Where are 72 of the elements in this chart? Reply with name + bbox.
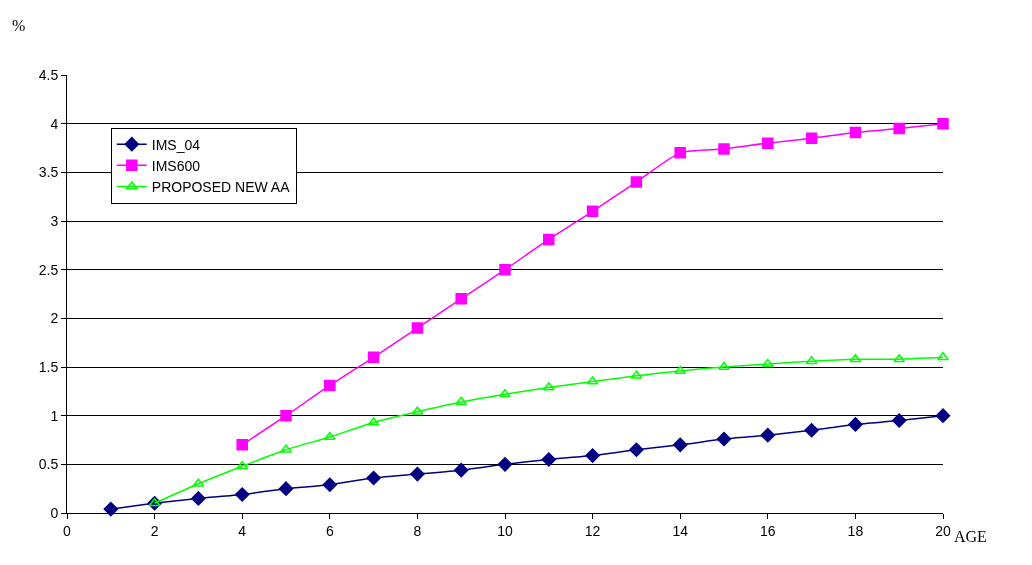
- point: [191, 491, 206, 506]
- x-tick-label: 10: [497, 522, 513, 539]
- point: [455, 396, 468, 406]
- point: [366, 470, 381, 486]
- point: [499, 389, 511, 398]
- y-tick-label: 0: [50, 504, 59, 521]
- point: [761, 358, 774, 368]
- point: [280, 409, 292, 422]
- point: [630, 176, 643, 188]
- point: [278, 481, 294, 496]
- x-tick-label: 16: [760, 522, 776, 539]
- point: [541, 452, 557, 467]
- y-tick-label: 3.5: [38, 164, 59, 181]
- point: [672, 437, 688, 453]
- point: [935, 408, 951, 423]
- point: [937, 352, 949, 361]
- point: [718, 361, 730, 370]
- point: [893, 353, 906, 363]
- point: [891, 413, 907, 428]
- point: [585, 448, 600, 463]
- x-tick-label: 8: [413, 522, 422, 539]
- point: [893, 122, 905, 135]
- y-tick-label: 2.5: [38, 261, 59, 278]
- point: [410, 466, 425, 482]
- point: [455, 293, 467, 305]
- point: [760, 427, 776, 443]
- x-tick-label: 2: [150, 522, 159, 539]
- point: [499, 263, 511, 276]
- point: [804, 423, 819, 438]
- y-tick-label: 0.5: [38, 456, 59, 473]
- point: [497, 457, 513, 472]
- point: [586, 205, 599, 218]
- x-tick-label: 14: [672, 522, 689, 539]
- point: [236, 439, 248, 451]
- point: [411, 322, 424, 334]
- y-tick-label: 1.5: [38, 358, 59, 375]
- x-tick-label: 12: [584, 522, 601, 539]
- x-tick-label: 6: [325, 522, 334, 539]
- point: [718, 143, 730, 155]
- y-axis-title: %: [12, 17, 26, 34]
- point: [849, 353, 862, 363]
- point: [762, 137, 774, 149]
- x-tick-label: 4: [238, 522, 247, 539]
- x-tick-label: 0: [63, 522, 72, 539]
- x-tick-label: 18: [847, 522, 864, 539]
- y-tick-label: 4: [50, 115, 59, 132]
- point: [805, 355, 818, 365]
- point: [234, 487, 250, 502]
- point: [324, 379, 336, 392]
- point: [674, 147, 686, 159]
- point: [367, 351, 380, 364]
- point: [937, 117, 949, 130]
- point: [103, 501, 119, 517]
- point: [716, 431, 732, 447]
- point: [805, 132, 818, 145]
- y-tick-label: 3: [50, 212, 59, 229]
- y-tick-label: 1: [50, 407, 59, 424]
- point: [629, 442, 644, 457]
- legend-label: IMS_04: [151, 136, 201, 153]
- legend-label: PROPOSED NEW AA: [151, 179, 291, 196]
- x-axis-title: AGE: [954, 528, 987, 545]
- point: [453, 462, 469, 478]
- point: [280, 444, 292, 453]
- point: [849, 126, 862, 139]
- legend-label: IMS600: [151, 157, 201, 174]
- x-tick-label: 20: [935, 522, 951, 539]
- point: [322, 477, 338, 493]
- y-tick-label: 4.5: [38, 66, 59, 83]
- point: [543, 233, 555, 246]
- point: [848, 417, 863, 432]
- point: [323, 431, 336, 441]
- y-tick-label: 2: [50, 310, 59, 327]
